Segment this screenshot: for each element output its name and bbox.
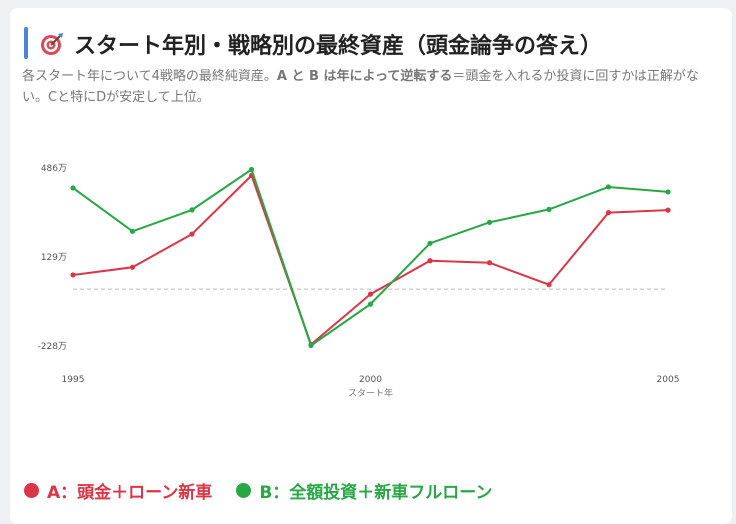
x-tick-label: 2000 — [359, 375, 382, 385]
subtitle-text-end: ＝頭金を入れるか投資に回すかは正解がない。Cと特にDが安定して上位。 — [22, 69, 699, 105]
data-point-a — [486, 260, 493, 266]
y-tick-label: -228万 — [38, 342, 67, 352]
legend-label-b: B：全額投資＋新車フルローン — [259, 483, 493, 503]
target-icon — [41, 33, 63, 55]
subtitle-emphasis: A と B は年によって逆転する — [276, 69, 453, 84]
data-point-b — [605, 184, 612, 190]
data-point-b — [189, 207, 195, 213]
chart-card: スタート年別・戦略別の最終資産（頭金論争の答え） 各スタート年について4戦略の最… — [10, 8, 732, 524]
data-point-a — [70, 272, 76, 278]
data-point-a — [367, 291, 374, 297]
data-point-a — [546, 282, 552, 288]
data-point-b — [665, 189, 671, 195]
line-chart: 486万 129万 -228万 1995 2000 2005 スタート年 — [38, 164, 680, 399]
data-point-b — [308, 342, 314, 349]
legend-swatch-a — [24, 483, 39, 498]
chart-title-row: スタート年別・戦略別の最終資産（頭金論争の答え） — [40, 28, 602, 60]
data-point-a — [189, 231, 195, 237]
legend-swatch-b — [236, 483, 252, 498]
data-point-b — [248, 166, 255, 173]
data-point-b — [129, 228, 136, 234]
data-point-b — [70, 185, 76, 191]
legend-label-a: A：頭金＋ローン新車 — [47, 483, 213, 503]
legend-item-a[interactable]: A：頭金＋ローン新車 — [24, 478, 212, 503]
series-line-a — [72, 174, 669, 346]
data-point-a — [665, 207, 671, 213]
legend-item-b[interactable]: B：全額投資＋新車フルローン — [236, 478, 492, 503]
data-point-b — [427, 240, 433, 246]
x-tick-label: 2005 — [657, 375, 680, 385]
y-tick-label: 129万 — [41, 253, 67, 263]
data-point-a — [129, 264, 136, 270]
series-line-b — [72, 168, 669, 347]
data-point-b — [486, 219, 493, 225]
legend: A：頭金＋ローン新車 B：全額投資＋新車フルローン — [24, 478, 492, 503]
subtitle-text-start: 各スタート年について4戦略の最終純資産。 — [22, 69, 277, 84]
data-point-a — [427, 258, 433, 264]
chart-subtitle: 各スタート年について4戦略の最終純資産。A と B は年によって逆転する＝頭金を… — [22, 66, 722, 108]
x-tick-label: 1995 — [62, 375, 85, 385]
data-point-b — [367, 301, 374, 307]
y-tick-label: 486万 — [41, 164, 67, 174]
title-accent-bar — [24, 27, 28, 59]
data-point-a — [605, 210, 612, 216]
page-title: スタート年別・戦略別の最終資産（頭金論争の答え） — [74, 34, 603, 59]
x-axis-title: スタート年 — [348, 387, 393, 399]
data-point-b — [546, 206, 552, 212]
